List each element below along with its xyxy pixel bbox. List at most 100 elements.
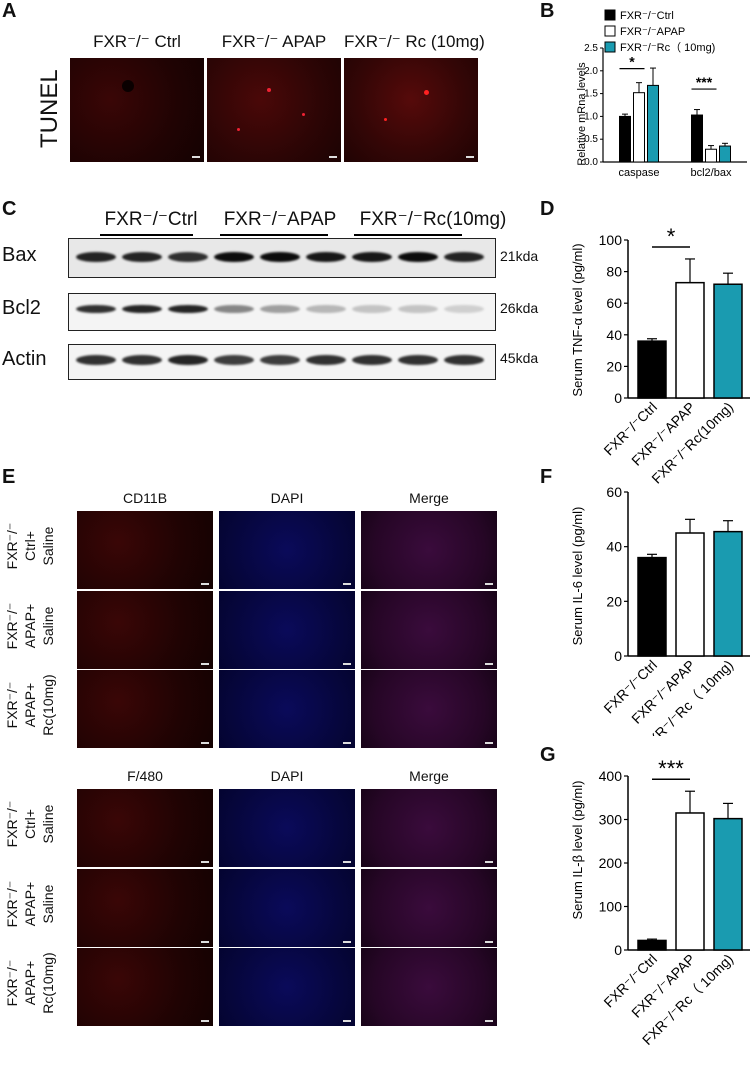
blot-size-bcl2: 26kda [500,300,539,316]
chart-f: Serum IL-6 level (pg/ml) 0204060FXR⁻/⁻Ct… [570,484,750,736]
blot-label-actin: Actin [2,348,47,370]
micrograph-1-0-1 [219,789,355,867]
chart-b-bar [719,145,731,163]
panel-label-f: F [540,466,553,488]
micrograph-1-1-1 [219,869,355,947]
micrograph-row-label-0-2-1: APAP+ [22,682,38,728]
chart-b-sig-label: *** [696,74,713,90]
chart-g-ytick-label: 300 [599,812,623,828]
chart-b-bar [691,114,703,163]
chart-b-ytick-label: 1.5 [584,89,598,100]
chart-d-sig-label: * [667,224,676,249]
micrograph-0-0-0 [77,511,213,589]
micrograph-1-1-0 [77,869,213,947]
chart-g: Serum IL-β level (pg/ml) 0100200300400FX… [570,756,750,1048]
legend-swatch-rc [604,41,616,53]
chart-d-bar [637,340,667,399]
chart-b-ytick-label: 1.0 [584,111,598,122]
panel-label-d: D [540,198,555,220]
chart-d-ylabel: Serum TNF-α level (pg/ml) [570,243,585,396]
blot-label-bcl2: Bcl2 [2,297,41,319]
chart-g-ytick-label: 100 [599,899,623,915]
chart-d-ytick-label: 40 [606,327,622,343]
micrograph-1-1-2 [361,869,497,947]
chart-b-category-label: caspase [619,167,660,179]
chart-b-ytick-label: 2.0 [584,66,598,77]
blot-band [168,305,208,313]
chart-b-bar [647,84,659,163]
legend-swatch-ctrl [604,9,616,21]
chart-b-ytick-label: 0.5 [584,134,598,145]
chart-b: FXR⁻/⁻Ctrl FXR⁻/⁻APAP FXR⁻/⁻Rc（ 10mg) Re… [576,9,747,179]
blot-band [398,252,438,262]
blot-band [168,252,208,262]
blot-group-rc: FXR⁻/⁻Rc(10mg) [359,209,507,230]
blot-band [260,355,300,365]
micrograph-row-label-1-0-0: FXR⁻/⁻ [4,800,20,848]
blot-size-actin: 45kda [500,350,539,366]
micrograph-0-2-2 [361,670,497,748]
micrograph-row-label-0-1-2: Saline [40,606,56,646]
chart-g-bar [713,817,743,951]
micrograph-0-2-1 [219,670,355,748]
micrograph-col-title-0-1: DAPI [270,490,304,506]
blot-band [76,252,116,262]
micrograph-row-label-1-2-1: APAP+ [22,960,38,1006]
micrograph-col-title-1-0: F/480 [127,768,163,784]
micrograph-0-1-0 [77,591,213,669]
chart-d: Serum TNF-α level (pg/ml) 020406080100FX… [570,224,750,487]
micrograph-col-title-1-1: DAPI [270,768,304,784]
chart-b-ytick-label: 0.0 [584,157,598,168]
blot-group-apap-line [220,234,328,236]
micrograph-1-2-2 [361,948,497,1026]
panel-label-g: G [540,744,556,766]
chart-b-bar [705,148,717,163]
blot-band [76,355,116,365]
micrograph-row-label-1-2-2: Rc(10mg) [40,952,56,1014]
chart-f-bar [675,532,705,657]
chart-b-legend: FXR⁻/⁻Ctrl FXR⁻/⁻APAP FXR⁻/⁻Rc（ 10mg) [604,9,715,54]
blot-band [76,305,116,313]
blot-band [168,355,208,365]
micrograph-row-label-1-1-2: Saline [40,884,56,924]
blot-band [444,252,484,262]
blot-band [444,305,484,313]
micrograph-row-label-0-1-1: APAP+ [22,603,38,649]
blot-group-rc-line [354,234,462,236]
blot-band [306,252,346,262]
micrograph-0-1-1 [219,591,355,669]
blot-band [352,252,392,262]
chart-b-bar [633,92,645,163]
tunel-col-rc: FXR⁻/⁻ Rc (10mg) [344,32,485,51]
chart-g-ylabel: Serum IL-β level (pg/ml) [570,781,585,920]
legend-label-rc: FXR⁻/⁻Rc（ 10mg) [620,41,715,54]
chart-d-bar [675,281,705,399]
blot-group-ctrl-line [100,234,193,236]
chart-b-bar [619,115,631,163]
blot-group-apap: FXR⁻/⁻APAP [223,209,337,230]
chart-f-bar [713,530,743,657]
tunel-image-apap [207,58,341,162]
micrograph-row-label-0-0-1: Ctrl+ [22,531,38,561]
chart-d-ytick-label: 20 [606,358,622,374]
chart-b-category-label: bcl2/bax [691,167,732,179]
panel-label-e: E [2,466,16,488]
blot-band [214,355,254,365]
chart-d-ytick-label: 60 [606,295,622,311]
micrograph-row-label-1-1-0: FXR⁻/⁻ [4,880,20,928]
chart-g-sig-label: *** [658,756,684,781]
chart-g-bar [637,939,667,951]
chart-f-ytick-label: 20 [606,593,622,609]
micrograph-1-2-0 [77,948,213,1026]
chart-d-bar [713,283,743,399]
chart-g-ytick-label: 0 [614,942,622,958]
blot-band [398,305,438,313]
micrograph-row-label-0-2-2: Rc(10mg) [40,674,56,736]
micrograph-0-0-2 [361,511,497,589]
micrograph-col-title-1-2: Merge [409,768,449,784]
chart-f-ytick-label: 0 [614,648,622,664]
blot-band [352,355,392,365]
micrograph-col-title-0-0: CD11B [122,490,168,506]
blot-band [122,252,162,262]
chart-g-bar [675,812,705,951]
